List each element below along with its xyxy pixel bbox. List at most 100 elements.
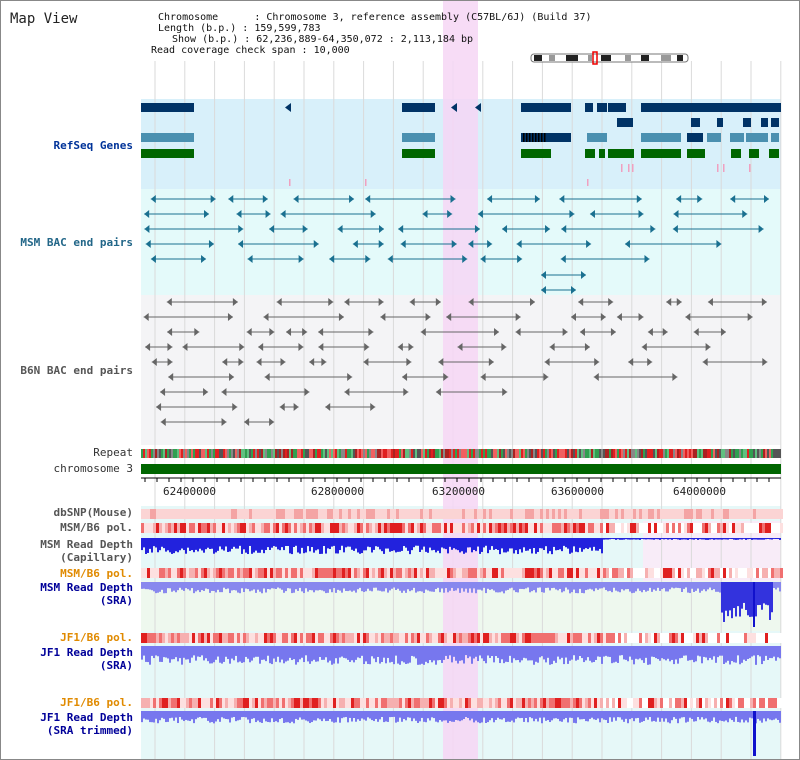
msm-b6-pol-strip bbox=[363, 523, 366, 533]
msm-b6-pol-strip bbox=[696, 523, 699, 533]
jf1-sra-depth-bar bbox=[515, 646, 517, 661]
jf1-b6-pol-strip bbox=[303, 698, 306, 708]
msm-capillary-depth-bar bbox=[173, 538, 175, 554]
jf1-sra-depth-bar bbox=[579, 646, 581, 657]
msm-sra-depth-bar bbox=[227, 582, 229, 589]
jf1-b6-pol-strip bbox=[399, 633, 402, 643]
msm-b6-pol-strip bbox=[330, 568, 333, 578]
jf1-sra-depth-bar bbox=[249, 646, 251, 663]
jf1-trim-depth-bar bbox=[561, 711, 563, 722]
track-label-msm-depth-sra[interactable]: MSM Read Depth bbox=[40, 581, 133, 594]
dbsnp-strip bbox=[471, 509, 474, 519]
msm-sra-depth-bar bbox=[459, 582, 461, 593]
jf1-sra-depth-bar bbox=[667, 646, 669, 659]
jf1-sra-depth-bar bbox=[617, 646, 619, 663]
track-label-jf1-depth-trim[interactable]: JF1 Read Depth bbox=[40, 711, 133, 724]
repeat-mark bbox=[619, 449, 621, 458]
jf1-sra-depth-bar bbox=[323, 646, 325, 660]
track-label-dbsnp[interactable]: dbSNP(Mouse) bbox=[53, 506, 133, 519]
jf1-sra-depth-bar bbox=[347, 646, 349, 660]
msm-b6-pol-strip bbox=[195, 568, 198, 578]
msm-sra-depth-bar bbox=[495, 582, 497, 593]
msm-sra-depth-bar bbox=[577, 582, 579, 594]
msm-sra-depth-bar bbox=[779, 582, 781, 592]
jf1-b6-pol-strip bbox=[687, 633, 690, 643]
msm-capillary-depth-bar bbox=[775, 538, 777, 539]
msm-b6-pol-strip bbox=[414, 568, 417, 578]
track-label-msm-bac[interactable]: MSM BAC end pairs bbox=[20, 236, 133, 249]
jf1-b6-pol-strip bbox=[261, 633, 264, 643]
msm-capillary-depth-bar bbox=[651, 538, 653, 540]
dbsnp-strip bbox=[477, 509, 480, 519]
msm-capillary-depth-bar bbox=[587, 538, 589, 549]
msm-capillary-depth-bar bbox=[599, 538, 601, 549]
track-label-msm-b6-pol-2[interactable]: MSM/B6 pol. bbox=[60, 567, 133, 580]
msm-sra-depth-bar bbox=[437, 582, 439, 588]
jf1-b6-pol-strip bbox=[213, 633, 216, 643]
msm-capillary-depth-bar bbox=[305, 538, 307, 553]
msm-capillary-depth-bar bbox=[685, 538, 687, 540]
msm-b6-pol-strip bbox=[306, 523, 309, 533]
b6n-bac-pair-end bbox=[269, 328, 275, 336]
repeat-mark bbox=[631, 449, 633, 458]
msm-b6-pol-strip bbox=[309, 568, 312, 578]
jf1-trim-depth-bar bbox=[523, 711, 525, 722]
msm-capillary-depth-bar bbox=[373, 538, 375, 550]
msm-b6-pol-strip bbox=[537, 568, 540, 578]
dbsnp-strip bbox=[588, 509, 591, 519]
jf1-sra-depth-bar bbox=[299, 646, 301, 660]
track-label-jf1-b6-pol-2[interactable]: JF1/B6 pol. bbox=[60, 696, 133, 709]
msm-capillary-depth-bar bbox=[255, 538, 257, 551]
b6n-bac-pair-end bbox=[227, 313, 233, 321]
msm-b6-pol-strip bbox=[150, 568, 153, 578]
msm-b6-pol-strip bbox=[630, 568, 633, 578]
b6n-bac-pair-end bbox=[167, 343, 173, 351]
msm-b6-pol-strip bbox=[357, 568, 360, 578]
msm-capillary-depth-bar bbox=[197, 538, 199, 552]
msm-b6-pol-strip bbox=[582, 568, 585, 578]
msm-sra-depth-bar bbox=[331, 582, 333, 593]
jf1-trim-depth-bar bbox=[403, 711, 405, 719]
jf1-sra-depth-bar bbox=[457, 646, 459, 664]
jf1-sra-depth-bar bbox=[623, 646, 625, 660]
repeat-mark bbox=[759, 449, 761, 458]
jf1-sra-depth-bar bbox=[269, 646, 271, 664]
repeat-mark bbox=[751, 449, 753, 458]
track-label-refseq[interactable]: RefSeq Genes bbox=[53, 139, 133, 152]
jf1-sra-depth-bar bbox=[273, 646, 275, 659]
msm-capillary-depth-bar bbox=[257, 538, 259, 553]
msm-sra-depth-bar bbox=[465, 582, 467, 589]
jf1-sra-depth-bar bbox=[477, 646, 479, 662]
jf1-sra-depth-bar bbox=[687, 646, 689, 661]
jf1-b6-pol-strip bbox=[687, 698, 690, 708]
track-label-b6n-bac[interactable]: B6N BAC end pairs bbox=[20, 364, 133, 377]
dbsnp-strip bbox=[324, 509, 327, 519]
msm-capillary-depth-bar bbox=[343, 538, 345, 553]
jf1-trim-depth-bar bbox=[673, 711, 675, 718]
track-label-jf1-depth-sra[interactable]: JF1 Read Depth bbox=[40, 646, 133, 659]
jf1-trim-depth-bar bbox=[373, 711, 375, 722]
track-label-msm-depth-cap[interactable]: MSM Read Depth bbox=[40, 538, 133, 551]
msm-capillary-depth-bar bbox=[335, 538, 337, 554]
msm-capillary-depth-bar bbox=[591, 538, 593, 551]
msm-capillary-depth-bar bbox=[427, 538, 429, 553]
track-label-msm-b6-pol-1[interactable]: MSM/B6 pol. bbox=[60, 521, 133, 534]
jf1-trim-depth-bar bbox=[505, 711, 507, 723]
jf1-b6-pol-strip bbox=[282, 633, 285, 643]
msm-capillary-depth-bar bbox=[541, 538, 543, 549]
msm-capillary-depth-bar bbox=[367, 538, 369, 547]
jf1-sra-depth-bar bbox=[629, 646, 631, 657]
msm-sra-depth-bar bbox=[617, 582, 619, 592]
msm-sra-depth-bar bbox=[277, 582, 279, 588]
track-label-repeat[interactable]: Repeat bbox=[93, 446, 133, 459]
track-label-jf1-b6-pol-1[interactable]: JF1/B6 pol. bbox=[60, 631, 133, 644]
msm-sra-depth-bar bbox=[481, 582, 483, 591]
jf1-sra-depth-bar bbox=[511, 646, 513, 663]
jf1-trim-depth-bar bbox=[175, 711, 177, 718]
msm-capillary-depth-bar bbox=[681, 538, 683, 540]
msm-sra-depth-bar bbox=[329, 582, 331, 590]
track-label-chromosome[interactable]: chromosome 3 bbox=[53, 462, 133, 475]
msm-bac-pair-end bbox=[150, 195, 156, 203]
repeat-mark bbox=[309, 449, 311, 458]
msm-sra-depth-bar bbox=[645, 582, 647, 592]
